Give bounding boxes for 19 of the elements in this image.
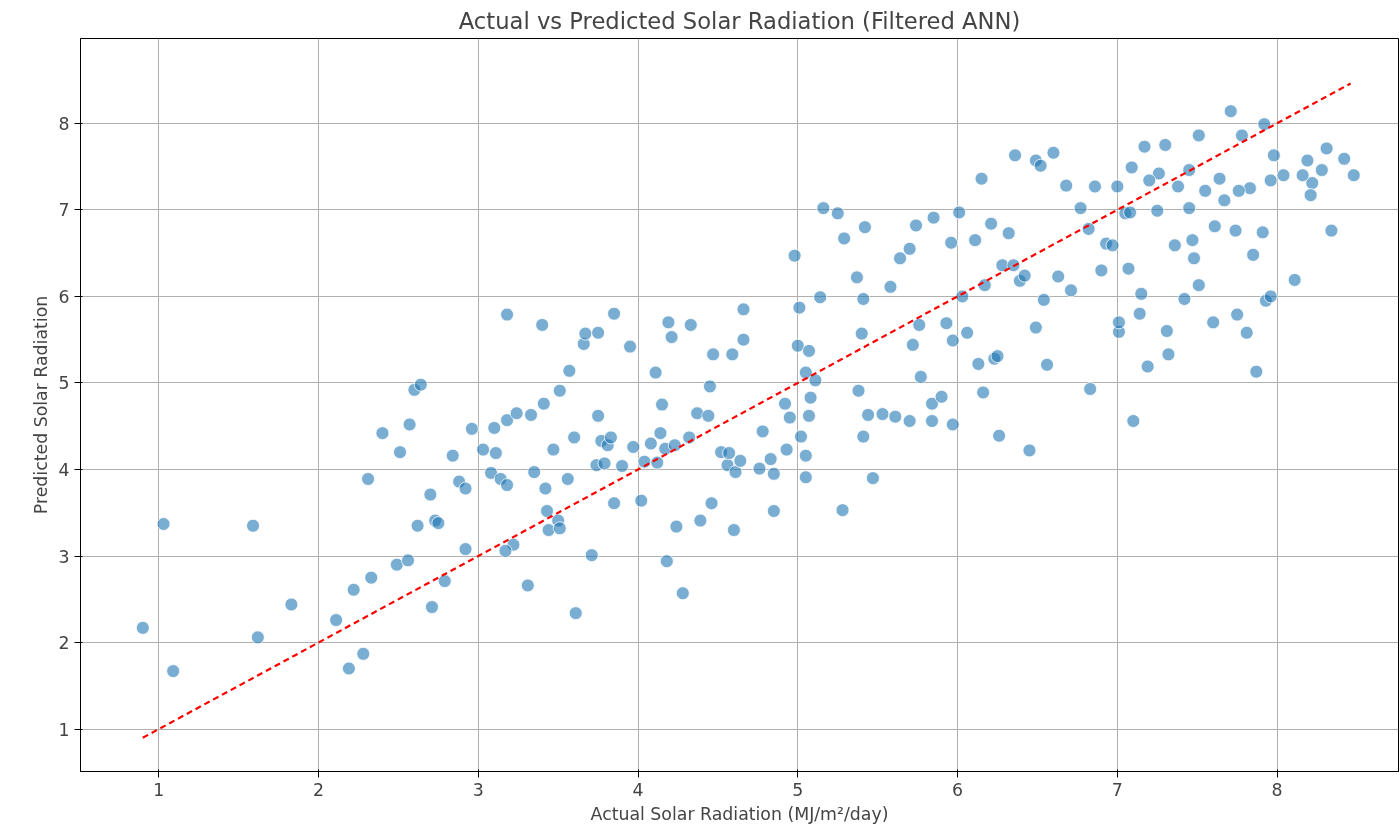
y-tick-label: 1 — [58, 719, 70, 740]
x-tick-label: 3 — [472, 779, 484, 800]
y-tick-label: 7 — [58, 200, 70, 221]
x-tick-label: 6 — [952, 779, 964, 800]
x-tick-label: 4 — [632, 779, 644, 800]
y-tick-label: 4 — [58, 459, 70, 480]
x-tick-label: 2 — [313, 779, 325, 800]
y-tick-label: 2 — [58, 633, 70, 654]
chart-title: Actual vs Predicted Solar Radiation (Filtered ANN) — [458, 7, 1021, 34]
y-tick-label: 8 — [58, 113, 70, 134]
x-tick-label: 7 — [1111, 779, 1123, 800]
x-tick-label: 8 — [1271, 779, 1283, 800]
y-tick-label: 3 — [58, 546, 70, 567]
x-tick-label: 5 — [792, 779, 804, 800]
y-tick-label: 6 — [58, 286, 70, 307]
x-axis-title: Actual Solar Radiation (MJ/m²/day) — [590, 803, 889, 824]
y-axis-title: Predicted Solar Radiation — [31, 295, 52, 515]
y-tick-label: 5 — [58, 373, 70, 394]
x-tick-label: 1 — [153, 779, 165, 800]
